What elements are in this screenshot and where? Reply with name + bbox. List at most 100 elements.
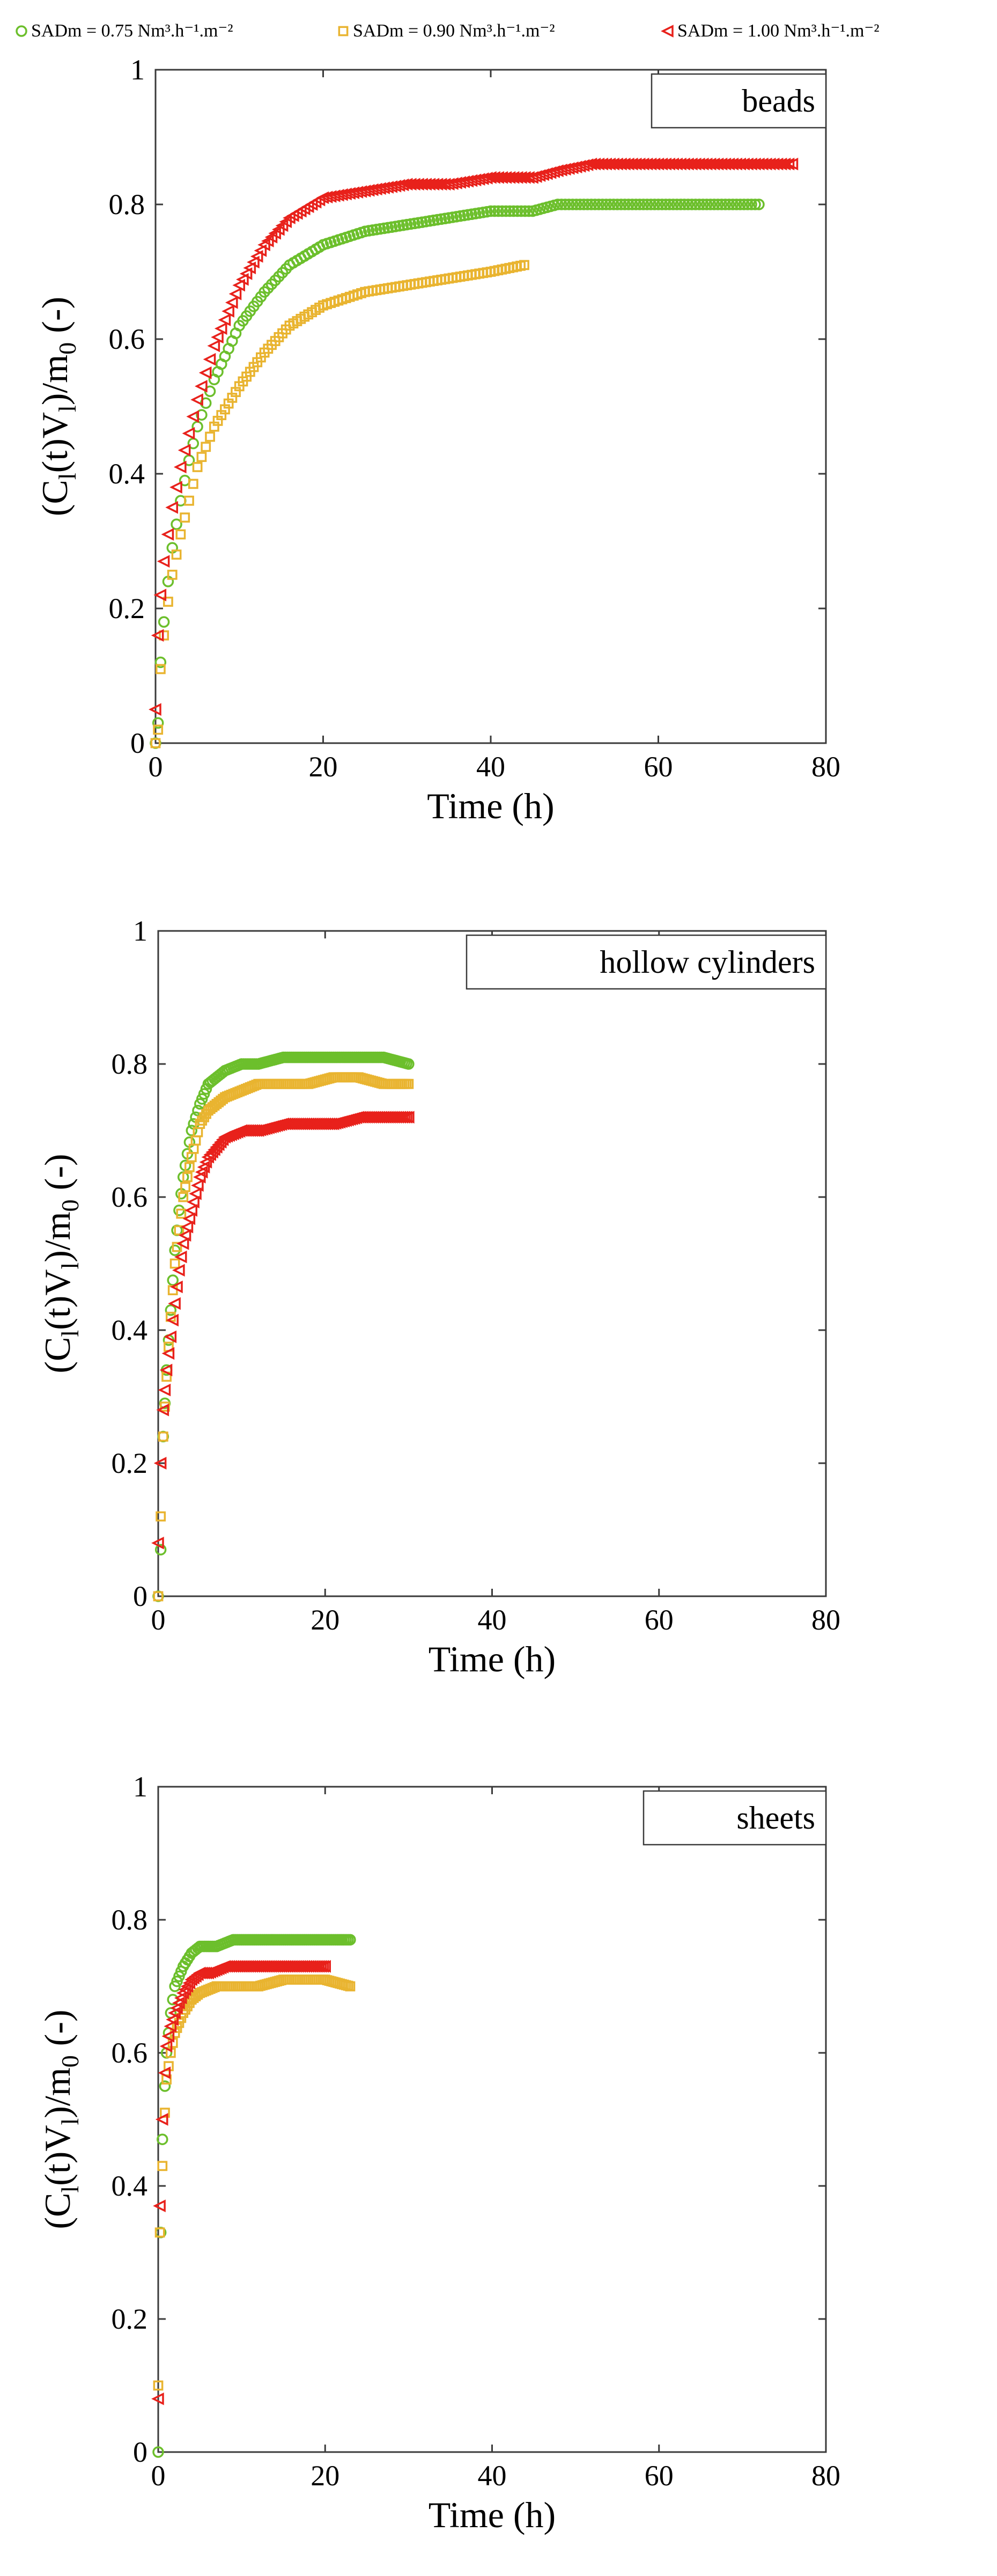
data-point (157, 555, 170, 568)
data-point (182, 1212, 196, 1225)
data-point (180, 512, 190, 523)
data-point (166, 1313, 179, 1327)
y-axis-label-subscript: l (54, 473, 81, 480)
data-point (153, 1591, 164, 1602)
data-point (159, 1363, 173, 1377)
data-point (156, 1403, 169, 1417)
data-point (169, 481, 182, 494)
data-point (693, 199, 705, 210)
series-3 (149, 157, 799, 716)
data-point (656, 199, 668, 210)
y-axis-label-part: (t)V (37, 2125, 78, 2186)
legend-label-s100: SADm = 1.00 Nm³.h⁻¹.m⁻² (677, 21, 880, 41)
data-point (178, 1192, 189, 1202)
x-tick-label: 60 (645, 2460, 674, 2492)
data-point (180, 1220, 194, 1234)
data-point (504, 205, 516, 217)
data-point (205, 1146, 218, 1159)
y-axis-label-part: (-) (37, 1154, 78, 1199)
data-point (218, 313, 231, 326)
data-point (208, 1143, 220, 1156)
data-point (182, 1172, 193, 1183)
y-tick-label: 0.2 (109, 592, 145, 625)
data-point (652, 199, 664, 210)
data-point (187, 1195, 200, 1209)
data-point (615, 199, 627, 210)
data-point (174, 1991, 187, 2005)
data-point (511, 205, 523, 217)
data-point (210, 1141, 223, 1154)
data-point (507, 205, 520, 217)
data-point (589, 199, 601, 210)
x-tick-label: 80 (811, 751, 840, 783)
panel-label-box (651, 73, 827, 129)
data-point (742, 199, 754, 210)
data-point (180, 1182, 190, 1192)
data-point (567, 199, 579, 210)
data-point (578, 199, 590, 210)
data-point (161, 2030, 175, 2043)
legend-label-s090: SADm = 0.90 Nm³.h⁻¹.m⁻² (353, 21, 555, 41)
data-point (738, 199, 750, 210)
data-point (174, 1225, 184, 1236)
y-tick-label: 0.6 (109, 323, 145, 355)
y-tick-label: 1 (133, 915, 147, 947)
data-point (158, 616, 170, 628)
data-point (155, 664, 166, 674)
data-point (778, 157, 791, 171)
data-point (730, 199, 743, 210)
data-point (585, 199, 597, 210)
panel-label: beads (742, 83, 815, 119)
series-2 (150, 260, 529, 748)
series-1 (152, 1934, 356, 2458)
data-point (559, 199, 571, 210)
data-point (176, 1208, 187, 1219)
y-axis-label-part: )/m (37, 2067, 78, 2118)
y-tick-label: 0.2 (112, 1447, 148, 1479)
data-point (195, 380, 208, 393)
data-point (192, 462, 203, 472)
data-point (630, 199, 642, 210)
data-point (159, 630, 169, 641)
y-tick-label: 0.4 (112, 2170, 148, 2202)
data-point (151, 2392, 164, 2405)
data-point (184, 1203, 197, 1217)
data-point (178, 1229, 191, 1242)
data-point (552, 199, 564, 210)
x-tick-label: 20 (309, 751, 338, 783)
x-tick-label: 20 (311, 2460, 339, 2492)
data-point (243, 261, 256, 275)
y-tick-label: 0.8 (112, 1048, 148, 1080)
legend: SADm = 0.75 Nm³.h⁻¹.m⁻² SADm = 0.90 Nm³.h… (16, 21, 880, 41)
data-point (641, 199, 653, 210)
y-tick-label: 1 (133, 1771, 147, 1803)
data-point (556, 199, 567, 210)
data-point (596, 199, 609, 210)
y-axis-label: (Cl(t)Vl)/m0 (-) (37, 2009, 84, 2229)
data-point (152, 717, 164, 729)
data-point (345, 1981, 356, 1992)
data-point (318, 1959, 331, 1973)
y-tick-label: 0.8 (112, 1904, 148, 1936)
data-point (781, 157, 795, 171)
x-tick-label: 40 (478, 1604, 507, 1636)
x-tick-label: 40 (476, 751, 505, 783)
plot-frame (157, 930, 827, 1597)
data-point (157, 2133, 168, 2145)
data-point (225, 296, 238, 309)
data-point (734, 199, 747, 210)
y-axis-label-subscript: l (56, 2186, 84, 2193)
data-point (161, 1347, 175, 1360)
data-point (701, 199, 713, 210)
panel-label: sheets (736, 1800, 815, 1836)
data-point (152, 2446, 164, 2458)
data-point (401, 1111, 415, 1124)
data-point (489, 205, 500, 217)
data-point (182, 427, 195, 440)
data-point (159, 2080, 171, 2092)
data-point (161, 528, 174, 541)
data-point (211, 1138, 225, 1151)
data-point (172, 1997, 185, 2009)
data-point (708, 199, 720, 210)
